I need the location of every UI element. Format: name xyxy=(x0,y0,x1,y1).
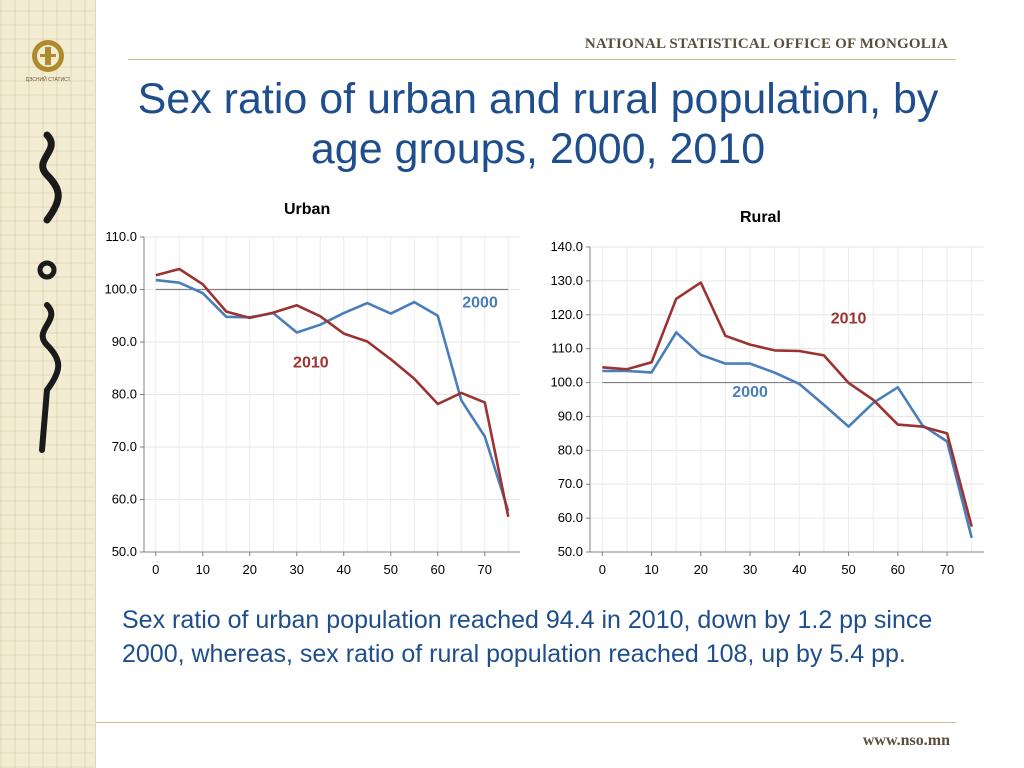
x-tick-label: 50 xyxy=(384,562,398,577)
y-tick-label: 140.0 xyxy=(550,239,583,254)
y-tick-label: 110.0 xyxy=(551,341,583,356)
x-tick-label: 40 xyxy=(337,562,351,577)
series-label-2010: 2010 xyxy=(831,311,867,328)
y-tick-label: 60.0 xyxy=(112,492,137,507)
series-line-2010 xyxy=(602,281,973,527)
x-tick-label: 70 xyxy=(940,562,954,577)
y-tick-label: 110.0 xyxy=(105,229,137,244)
y-tick-label: 50.0 xyxy=(112,544,137,559)
logo-caption: ҮНДЭСНИЙ СТАТИСТИК xyxy=(26,75,70,83)
series-line-2000 xyxy=(602,331,973,539)
rural-chart-title: Rural xyxy=(740,209,781,226)
x-tick-label: 10 xyxy=(196,562,210,577)
y-tick-label: 90.0 xyxy=(558,408,583,423)
x-tick-label: 70 xyxy=(478,562,492,577)
series-line-2000 xyxy=(155,278,510,512)
x-tick-label: 30 xyxy=(290,562,304,577)
plot-area xyxy=(590,247,984,552)
header-divider xyxy=(128,59,956,60)
urban-chart: 50.0 60.0 70.0 80.0 90.0 100.0 110.0 0 10 20 30 40 5… xyxy=(104,229,520,577)
urban-chart-title: Urban xyxy=(284,201,331,218)
y-tick-label: 130.0 xyxy=(550,273,583,288)
y-tick-label: 70.0 xyxy=(558,476,583,491)
x-tick-label: 10 xyxy=(644,562,658,577)
series-label-2000: 2000 xyxy=(732,384,768,401)
rural-chart: 50.0 60.0 70.0 80.0 90.0 100.0 110.0 120.0 130.0… xyxy=(550,239,984,577)
y-tick-label: 60.0 xyxy=(558,510,583,525)
y-tick-label: 80.0 xyxy=(112,387,137,402)
y-tick-label: 120.0 xyxy=(550,307,583,322)
y-tick-label: 70.0 xyxy=(112,439,137,454)
y-tick-label: 100.0 xyxy=(550,375,583,390)
footer-divider xyxy=(96,722,956,723)
organization-name: NATIONAL STATISTICAL OFFICE OF MONGOLIA xyxy=(584,36,948,52)
nso-emblem-logo: ҮНДЭСНИЙ СТАТИСТИК xyxy=(26,40,70,83)
decorative-sidebar: ҮНДЭСНИЙ СТАТИСТИК xyxy=(0,0,96,768)
x-tick-label: 50 xyxy=(841,562,855,577)
summary-text: Sex ratio of urban population reached 94… xyxy=(122,606,933,668)
series-label-2000: 2000 xyxy=(462,294,498,311)
website-link[interactable]: www.nso.mn xyxy=(862,732,950,749)
y-tick-label: 100.0 xyxy=(104,282,137,297)
y-tick-label: 80.0 xyxy=(558,442,583,457)
x-tick-label: 20 xyxy=(243,562,257,577)
x-tick-label: 40 xyxy=(792,562,806,577)
x-tick-label: 20 xyxy=(694,562,708,577)
mongolian-script-decoration xyxy=(37,131,62,453)
y-tick-label: 50.0 xyxy=(558,544,583,559)
x-tick-label: 30 xyxy=(743,562,757,577)
x-tick-label: 0 xyxy=(152,562,159,577)
x-tick-label: 60 xyxy=(891,562,905,577)
x-tick-label: 0 xyxy=(599,562,606,577)
series-label-2010: 2010 xyxy=(293,355,329,372)
x-tick-label: 60 xyxy=(431,562,445,577)
page-title: Sex ratio of urban and rural population,… xyxy=(137,75,939,173)
series-line-2010 xyxy=(155,267,510,518)
y-tick-label: 90.0 xyxy=(112,334,137,349)
